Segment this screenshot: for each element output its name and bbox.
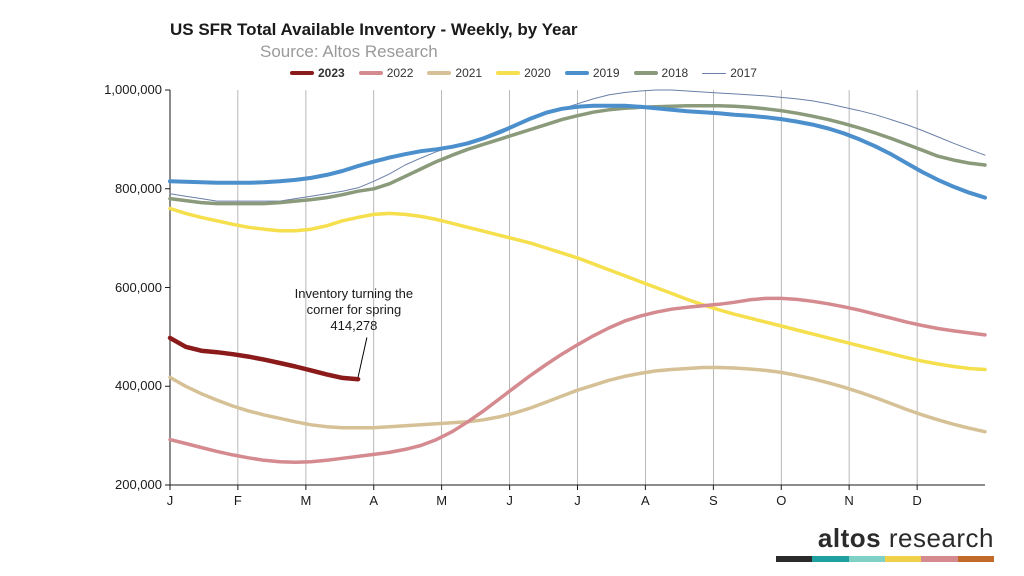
- brand-bar-segment: [885, 556, 921, 562]
- x-tick-label: J: [160, 493, 180, 508]
- y-tick-label: 800,000: [92, 181, 162, 196]
- brand-bar-segment: [776, 556, 812, 562]
- x-tick-label: F: [228, 493, 248, 508]
- brand-bar-segment: [849, 556, 885, 562]
- legend-item: 2021: [427, 66, 482, 80]
- x-tick-label: M: [296, 493, 316, 508]
- annotation-line2: corner for spring: [307, 302, 402, 317]
- chart-subtitle: Source: Altos Research: [260, 42, 578, 62]
- chart-page: US SFR Total Available Inventory - Weekl…: [0, 0, 1024, 576]
- legend-item: 2019: [565, 66, 620, 80]
- legend-label: 2017: [730, 66, 757, 80]
- x-tick-label: N: [839, 493, 859, 508]
- legend-label: 2022: [387, 66, 414, 80]
- legend: 2023 2022 2021 2020 2019 2018 2017: [290, 66, 757, 80]
- x-tick-label: S: [703, 493, 723, 508]
- x-tick-label: D: [907, 493, 927, 508]
- legend-swatch: [290, 71, 314, 75]
- legend-swatch: [427, 71, 451, 75]
- y-tick-label: 400,000: [92, 378, 162, 393]
- brand-bar-segment: [958, 556, 994, 562]
- legend-label: 2021: [455, 66, 482, 80]
- legend-item: 2017: [702, 66, 757, 80]
- legend-swatch: [634, 71, 658, 75]
- brand-bar-segment: [921, 556, 957, 562]
- legend-label: 2019: [593, 66, 620, 80]
- y-tick-label: 600,000: [92, 280, 162, 295]
- brand-text: altos research: [776, 523, 994, 554]
- brand-word1: altos: [818, 523, 881, 553]
- legend-swatch: [496, 71, 520, 75]
- brand-block: altos research: [776, 523, 994, 562]
- legend-item: 2022: [359, 66, 414, 80]
- brand-bar-segment: [812, 556, 848, 562]
- legend-label: 2018: [662, 66, 689, 80]
- annotation-label: Inventory turning the corner for spring …: [274, 286, 434, 335]
- legend-label: 2020: [524, 66, 551, 80]
- annotation-line1: Inventory turning the: [295, 286, 414, 301]
- legend-swatch: [565, 71, 589, 75]
- brand-word2: research: [889, 523, 994, 553]
- brand-color-bar: [776, 556, 994, 562]
- x-tick-label: M: [432, 493, 452, 508]
- legend-swatch: [702, 73, 726, 74]
- x-tick-label: A: [635, 493, 655, 508]
- y-tick-label: 200,000: [92, 477, 162, 492]
- legend-label: 2023: [318, 66, 345, 80]
- x-tick-label: J: [568, 493, 588, 508]
- x-tick-label: J: [500, 493, 520, 508]
- annotation-line3: 414,278: [330, 318, 377, 333]
- legend-item: 2020: [496, 66, 551, 80]
- legend-item: 2018: [634, 66, 689, 80]
- chart-title: US SFR Total Available Inventory - Weekl…: [170, 20, 578, 40]
- x-tick-label: A: [364, 493, 384, 508]
- titles-block: US SFR Total Available Inventory - Weekl…: [170, 20, 578, 62]
- legend-item: 2023: [290, 66, 345, 80]
- x-tick-label: O: [771, 493, 791, 508]
- legend-swatch: [359, 71, 383, 75]
- y-tick-label: 1,000,000: [92, 82, 162, 97]
